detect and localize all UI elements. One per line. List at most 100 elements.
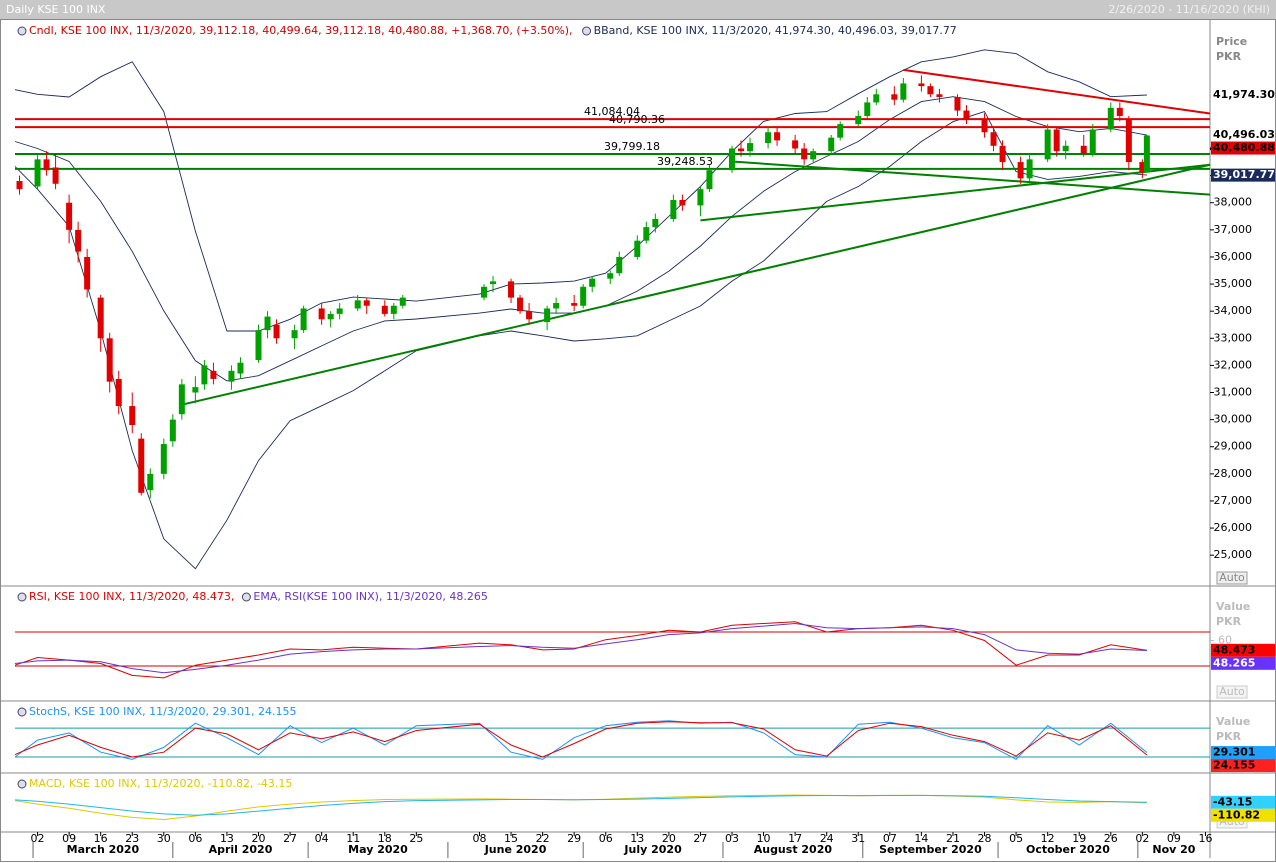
x-tick-label: 18	[378, 832, 392, 845]
candle-body	[1125, 118, 1132, 163]
candle-body	[480, 286, 487, 298]
title-bar	[0, 0, 1276, 19]
x-tick-label: 20	[252, 832, 266, 845]
y-tick-label: 28,000	[1214, 467, 1253, 480]
month-label: Nov 20	[1152, 843, 1195, 856]
candle-body	[765, 132, 772, 144]
legend-icon	[17, 26, 27, 36]
candle-body	[16, 181, 23, 190]
y-tick-label: 34,000	[1214, 304, 1253, 317]
candle-body	[390, 305, 397, 314]
candle-body	[670, 200, 677, 219]
candle-body	[318, 308, 325, 320]
x-tick-label: 31	[851, 832, 865, 845]
candle-body	[1026, 159, 1033, 179]
auto-button[interactable]	[1216, 571, 1248, 585]
month-label: April 2020	[209, 843, 273, 856]
candle-body	[679, 200, 686, 206]
x-tick-label: 27	[693, 832, 707, 845]
x-tick-label: 22	[536, 832, 550, 845]
x-tick-label: 30	[157, 832, 171, 845]
y-tick-label: 29,000	[1214, 440, 1253, 453]
x-tick-label: 11	[346, 832, 360, 845]
x-tick-label: 25	[409, 832, 423, 845]
candle-body	[954, 96, 961, 111]
candle-body	[490, 281, 496, 285]
x-tick-label: 15	[504, 832, 518, 845]
axis-title: Value	[1216, 715, 1250, 728]
price-tag-label: 48.473	[1213, 643, 1255, 656]
price-tag	[1211, 656, 1275, 670]
y-tick-label: 32,000	[1214, 358, 1253, 371]
candle-body	[553, 303, 560, 309]
candle-body	[34, 159, 41, 187]
y-tick-label: 60	[1218, 634, 1232, 647]
month-label: September 2020	[879, 843, 982, 856]
candle-body	[1053, 129, 1060, 152]
candle-body	[873, 94, 880, 103]
candle-body	[169, 419, 176, 442]
candle-body	[792, 140, 799, 149]
x-tick-label: 21	[946, 832, 960, 845]
legend-entry: MACD, KSE 100 INX, 11/3/2020, -110.82, -…	[29, 777, 292, 790]
x-tick-label: 07	[883, 832, 897, 845]
candle-body	[210, 370, 217, 379]
chart-title: Daily KSE 100 INX	[6, 3, 106, 16]
price-tag	[1211, 643, 1275, 657]
price-tag	[1211, 141, 1275, 155]
candle-body	[192, 387, 199, 393]
x-tick-label: 17	[788, 832, 802, 845]
x-tick-label: 23	[125, 832, 139, 845]
candle-body	[97, 297, 104, 339]
candle-body	[517, 297, 524, 312]
indicator-line	[14, 794, 1147, 816]
candle-body	[106, 338, 113, 382]
axis-title: Value	[1216, 600, 1250, 613]
candle-body	[1017, 162, 1024, 179]
candle-body	[580, 286, 587, 306]
candle-body	[634, 240, 641, 257]
x-tick-label: 13	[220, 832, 234, 845]
indicator-line	[14, 621, 1147, 679]
price-tag	[1211, 168, 1275, 182]
auto-button-label[interactable]: Auto	[1219, 571, 1245, 584]
candle-body	[697, 189, 704, 206]
month-label: October 2020	[1026, 843, 1110, 856]
candle-body	[747, 143, 754, 152]
legend-entry: Cndl, KSE 100 INX, 11/3/2020, 39,112.18,…	[29, 24, 573, 37]
y-tick-label: 25,000	[1214, 548, 1253, 561]
x-tick-label: 26	[1104, 832, 1118, 845]
x-tick-label: 19	[1072, 832, 1086, 845]
axis-title: PKR	[1216, 50, 1242, 63]
price-tag-label: 41,974.30	[1213, 88, 1275, 101]
axis-title: PKR	[1216, 615, 1242, 628]
candle-body	[273, 324, 280, 339]
candle-body	[300, 308, 307, 331]
x-tick-label: 27	[283, 832, 297, 845]
x-tick-label: 09	[1167, 832, 1181, 845]
x-tick-label: 03	[725, 832, 739, 845]
y-tick-label: 36,000	[1214, 250, 1253, 263]
price-tag	[1211, 808, 1275, 822]
candle-body	[1089, 129, 1096, 154]
candle-body	[264, 316, 271, 331]
y-tick-label: 38,000	[1214, 196, 1253, 209]
candle-body	[643, 227, 650, 241]
candle-body	[544, 308, 551, 323]
x-tick-label: 02	[1135, 832, 1149, 845]
y-tick-label: 35,000	[1214, 277, 1253, 290]
x-tick-label: 10	[757, 832, 771, 845]
candle-body	[963, 110, 970, 119]
candle-body	[291, 330, 298, 339]
legend-icon	[17, 779, 27, 789]
auto-button-label[interactable]: Auto	[1219, 685, 1245, 698]
axis-title: Price	[1216, 35, 1247, 48]
candle-body	[228, 370, 235, 382]
candle-body	[738, 148, 745, 152]
x-tick-label: 04	[315, 832, 329, 845]
x-tick-label: 13	[630, 832, 644, 845]
auto-button[interactable]	[1216, 685, 1248, 699]
x-tick-label: 12	[1041, 832, 1055, 845]
